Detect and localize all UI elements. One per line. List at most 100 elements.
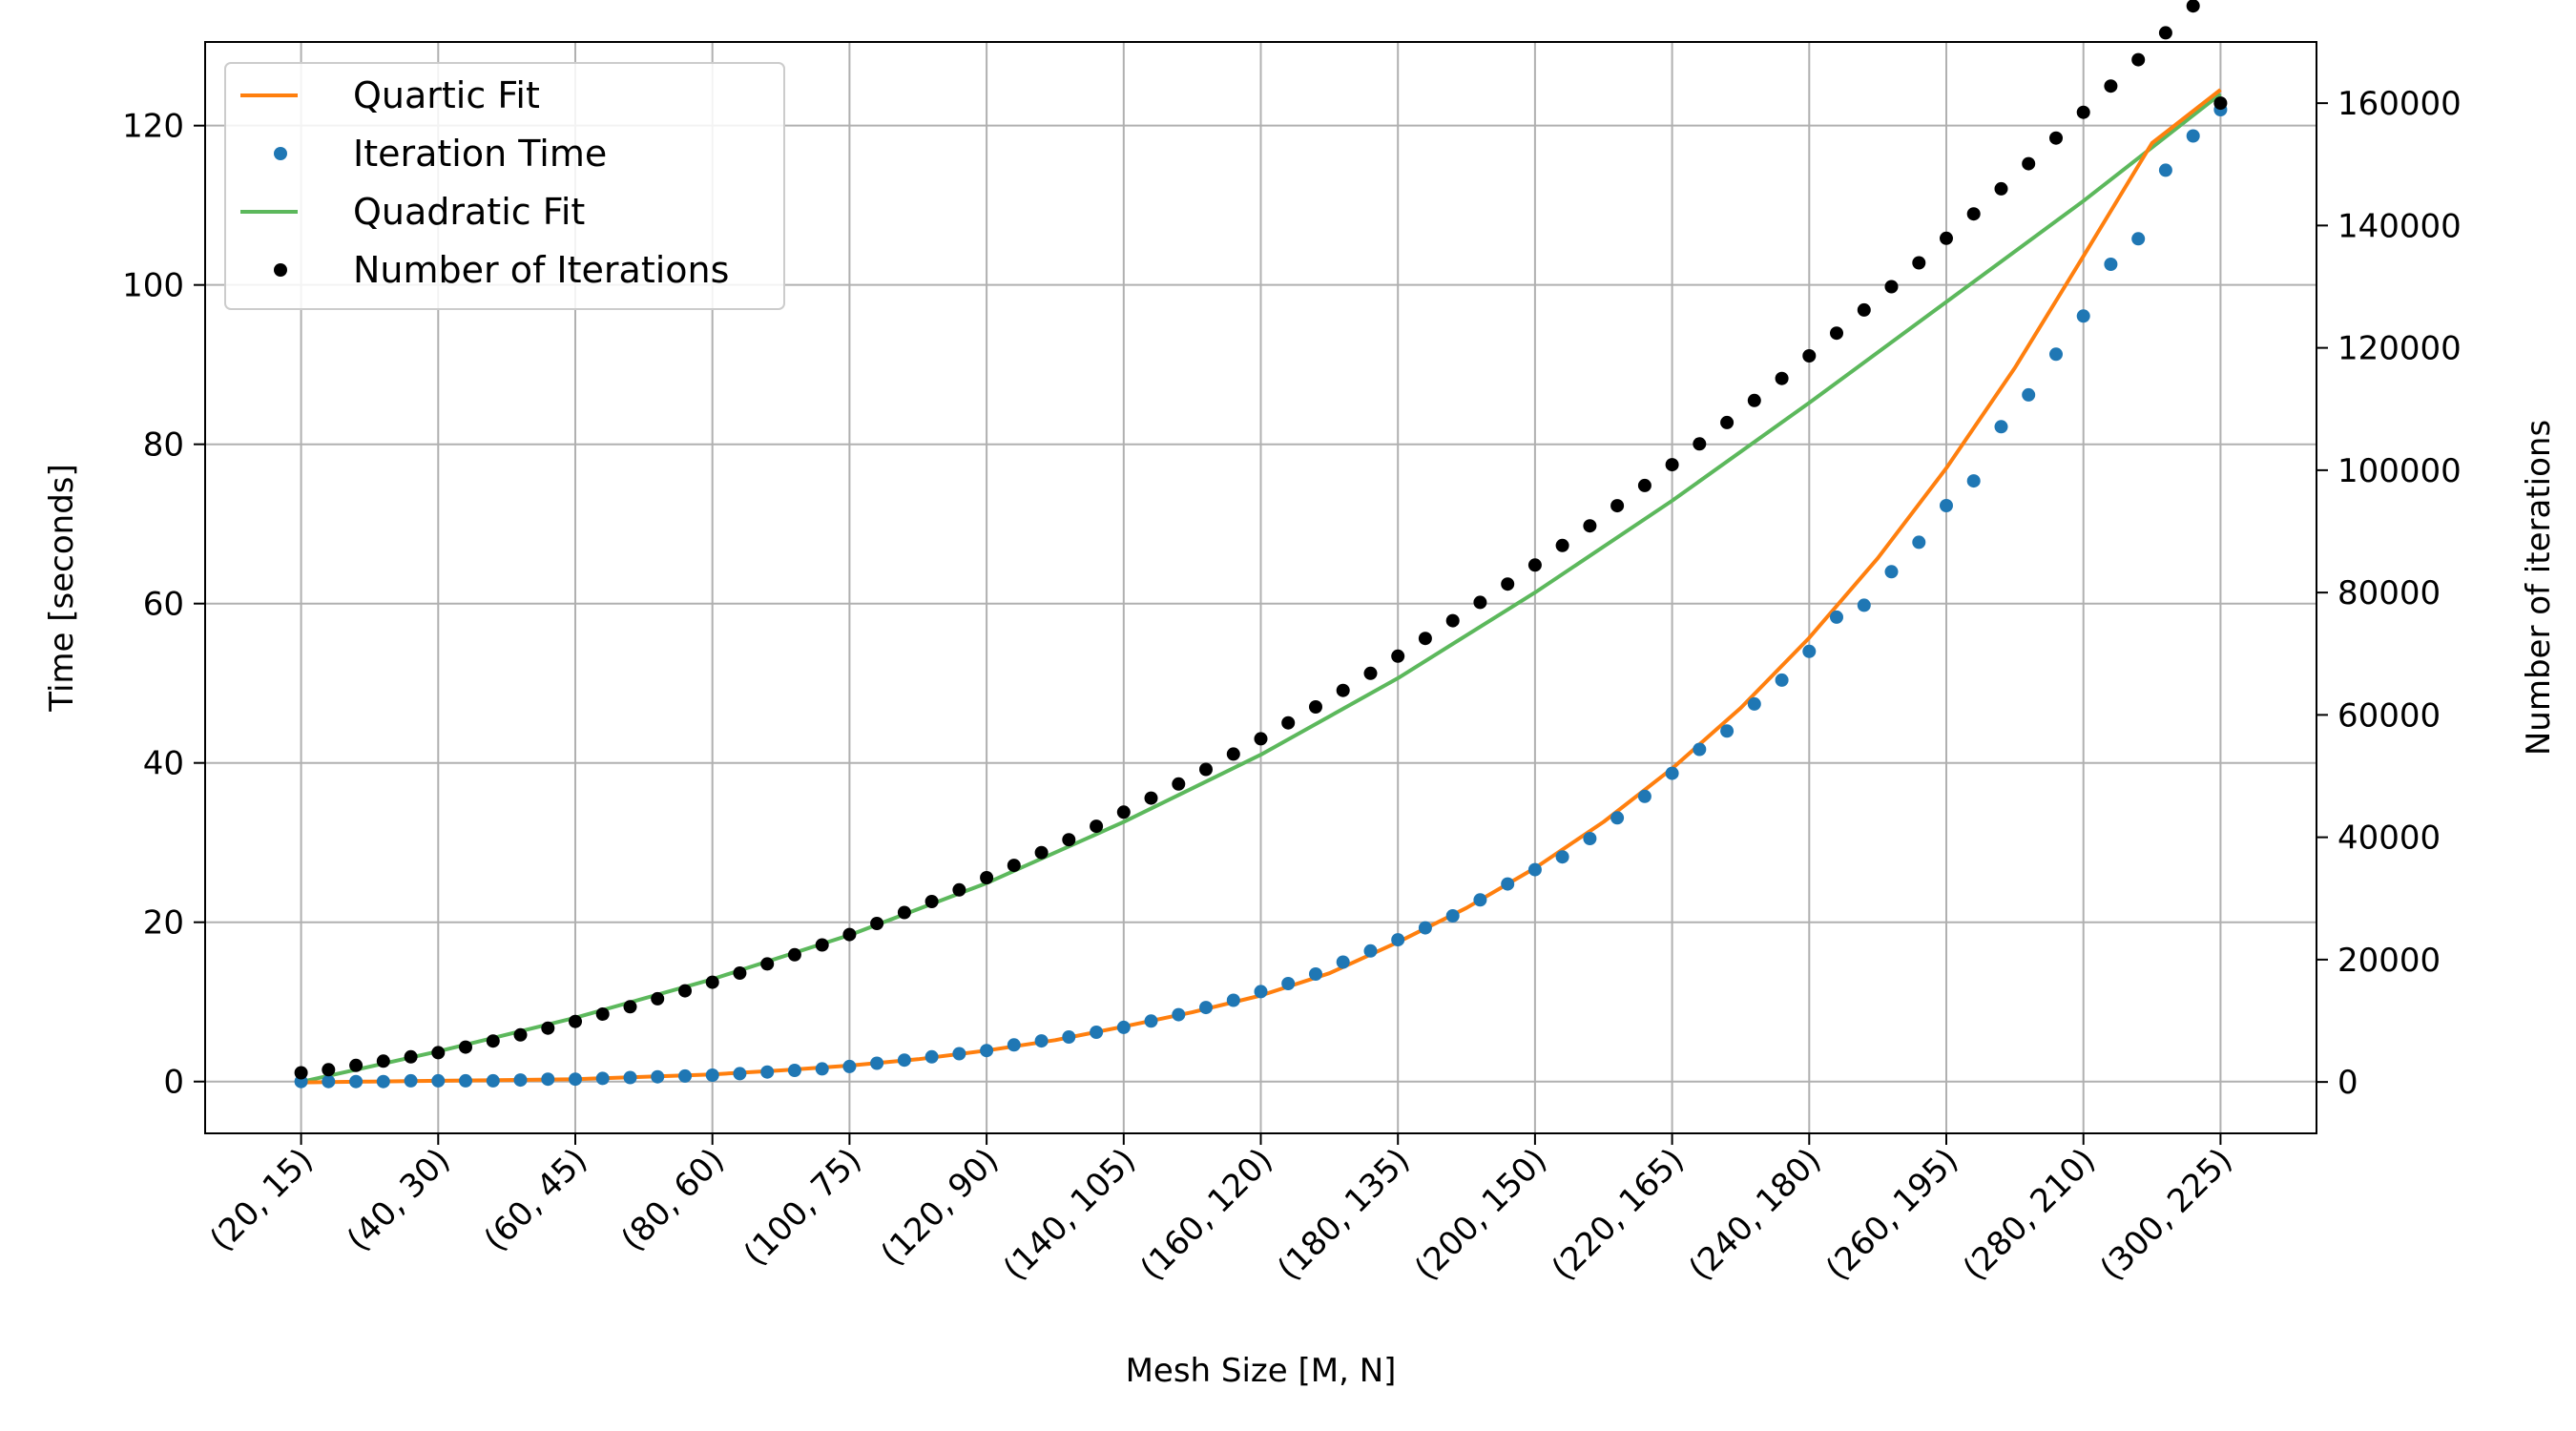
iterations-point: [651, 991, 665, 1006]
iterations-point: [1610, 499, 1625, 513]
iterations-point: [1254, 732, 1268, 746]
iterations-point: [1857, 302, 1871, 317]
iterations-point: [1007, 859, 1021, 873]
y2-axis-label: Number of iterations: [2520, 420, 2558, 756]
iterations-point: [1720, 415, 1735, 429]
x-tick-label: (200, 150): [1407, 1141, 1554, 1288]
legend-iteration-time-swatch: [274, 147, 287, 160]
legend-iterations-label: Number of Iterations: [353, 249, 729, 291]
iteration-time-point: [623, 1070, 637, 1085]
iterations-point: [1940, 231, 1953, 245]
y-tick-label: 20: [143, 904, 184, 943]
iterations-point: [980, 871, 994, 884]
iterations-point: [2049, 131, 2063, 145]
iteration-time-point: [842, 1059, 857, 1073]
iteration-time-point: [404, 1073, 418, 1088]
legend-box: [224, 62, 785, 310]
iterations-point: [569, 1014, 582, 1028]
iteration-time-point: [870, 1056, 884, 1070]
iteration-time-point: [1418, 921, 1432, 935]
y2-axis-ticks: 0 20000 40000 60000 80000 100000 120000 140000 1…: [2316, 85, 2462, 1102]
y2-tick-label: 80000: [2337, 574, 2441, 612]
iteration-time-point: [1966, 474, 1981, 488]
y2-tick-label: 160000: [2337, 85, 2462, 123]
x-tick-label: (20, 15): [202, 1141, 321, 1259]
iterations-point: [2022, 156, 2036, 171]
x-axis-label: Mesh Size [M, N]: [1126, 1352, 1397, 1390]
y2-tick-label: 40000: [2337, 819, 2441, 858]
iteration-time-point: [569, 1072, 582, 1087]
iterations-point: [733, 966, 747, 980]
iteration-time-point: [1912, 535, 1926, 550]
iterations-point: [787, 947, 801, 962]
iteration-time-point: [1610, 811, 1625, 825]
iteration-time-point: [952, 1047, 966, 1061]
y2-tick-label: 20000: [2337, 942, 2441, 980]
iteration-time-point: [924, 1049, 939, 1064]
iterations-point: [1090, 819, 1104, 834]
x-tick-label: (180, 135): [1270, 1141, 1417, 1288]
iteration-time-point: [349, 1074, 364, 1089]
iterations-point: [322, 1063, 336, 1077]
iteration-time-point: [678, 1068, 692, 1083]
iteration-time-point: [1775, 673, 1789, 687]
iterations-point: [1172, 777, 1186, 791]
iterations-point: [2158, 26, 2172, 40]
iteration-time-point: [431, 1073, 446, 1088]
iterations-point: [349, 1058, 364, 1072]
legend-quartic-fit-label: Quartic Fit: [353, 74, 540, 116]
x-tick-label: (60, 45): [477, 1141, 595, 1259]
iteration-time-point: [1884, 565, 1899, 579]
iterations-point: [1775, 371, 1789, 385]
iterations-point: [705, 975, 719, 989]
iteration-time-point: [760, 1065, 775, 1079]
iteration-time-point: [2022, 387, 2036, 402]
iterations-point: [2076, 105, 2090, 119]
iterations-point: [1391, 649, 1405, 663]
iterations-point: [1966, 207, 1981, 221]
legend-iteration-time-label: Iteration Time: [353, 133, 607, 175]
iteration-time-point: [376, 1074, 390, 1089]
iterations-point: [404, 1049, 418, 1064]
iteration-time-point: [1830, 610, 1843, 624]
y2-tick-label: 100000: [2337, 452, 2462, 490]
iteration-time-point: [2104, 258, 2118, 271]
x-tick-label: (220, 165): [1545, 1141, 1692, 1288]
legend: Quartic Fit Iteration Time Quadratic Fit Nu…: [224, 62, 785, 310]
iteration-time-point: [486, 1073, 500, 1088]
y-tick-label: 40: [143, 745, 184, 783]
iteration-time-point: [2076, 309, 2090, 323]
iteration-time-point: [1501, 877, 1515, 891]
iteration-time-point: [541, 1072, 555, 1087]
iteration-time-point: [1281, 977, 1296, 990]
iterations-point: [294, 1066, 308, 1080]
x-axis-ticks: (20, 15) (40, 30) (60, 45) (80, 60) (100, 75…: [202, 1133, 2240, 1288]
iterations-point: [513, 1027, 528, 1042]
iteration-time-point: [1473, 893, 1487, 907]
iteration-time-point: [1665, 766, 1679, 780]
iteration-time-point: [897, 1053, 911, 1068]
iteration-time-point: [1747, 696, 1761, 711]
x-tick-label: (40, 30): [340, 1141, 458, 1259]
iteration-time-point: [1144, 1014, 1158, 1028]
x-tick-label: (80, 60): [614, 1141, 733, 1259]
y-tick-label: 80: [143, 426, 184, 465]
iterations-point: [1336, 683, 1350, 697]
y-axis-ticks: 0 20 40 60 80 100 120: [122, 108, 205, 1102]
iteration-time-point: [1254, 985, 1268, 999]
x-tick-label: (100, 75): [737, 1141, 869, 1274]
iterations-point: [897, 905, 911, 920]
y2-tick-label: 0: [2337, 1064, 2358, 1102]
iterations-point: [2213, 96, 2228, 111]
iteration-time-point: [1309, 967, 1322, 981]
iterations-point: [431, 1046, 446, 1060]
iterations-point: [1830, 326, 1843, 341]
iteration-time-point: [1527, 862, 1542, 877]
iteration-time-point: [459, 1073, 472, 1088]
y-axis-label: Time [seconds]: [43, 464, 81, 713]
iterations-point: [1693, 437, 1707, 451]
iterations-point: [1912, 256, 1926, 270]
iterations-point: [1527, 558, 1542, 572]
iteration-time-point: [1583, 832, 1597, 845]
